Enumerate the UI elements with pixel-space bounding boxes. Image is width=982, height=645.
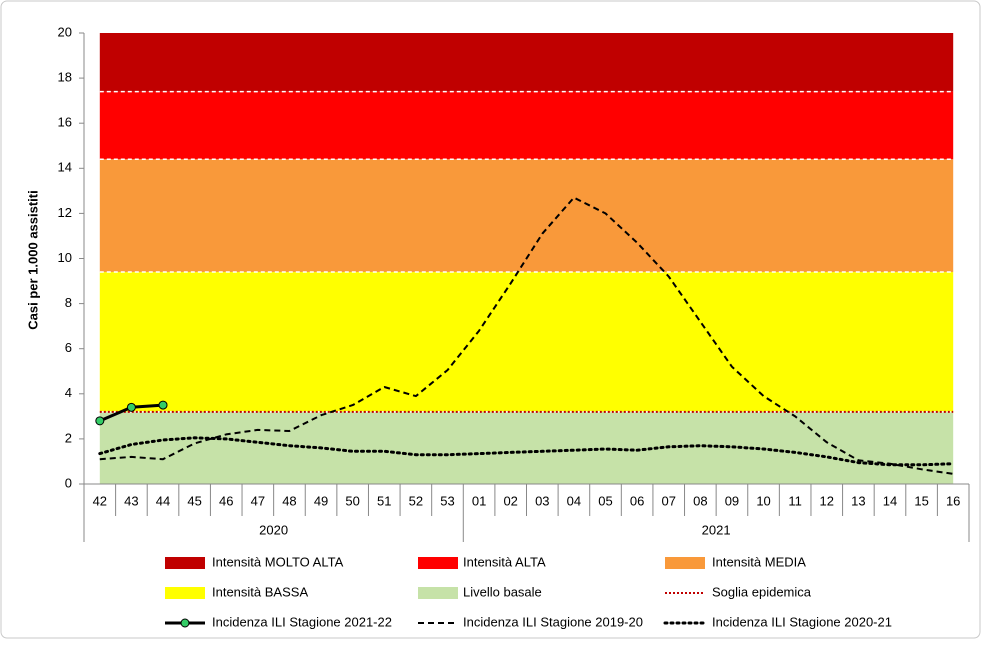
y-axis-label: Casi per 1.000 assistiti bbox=[25, 190, 40, 329]
x-tick-label: 01 bbox=[472, 493, 486, 508]
intensity-band bbox=[99, 272, 954, 412]
x-tick-label: 45 bbox=[187, 493, 201, 508]
series-marker bbox=[95, 416, 105, 426]
series-marker bbox=[158, 400, 168, 410]
legend-label: Intensità MEDIA bbox=[712, 554, 806, 569]
x-tick-label: 15 bbox=[914, 493, 928, 508]
x-tick-label: 04 bbox=[567, 493, 581, 508]
intensity-band bbox=[99, 91, 954, 160]
x-tick-label: 09 bbox=[725, 493, 739, 508]
x-group-label: 2020 bbox=[259, 522, 288, 537]
y-tick-label: 4 bbox=[65, 385, 72, 400]
legend-swatch bbox=[418, 587, 458, 599]
y-tick-label: 14 bbox=[58, 160, 72, 175]
x-tick-label: 42 bbox=[93, 493, 107, 508]
x-tick-label: 53 bbox=[440, 493, 454, 508]
legend-swatch bbox=[165, 557, 205, 569]
x-tick-label: 51 bbox=[377, 493, 391, 508]
x-tick-label: 49 bbox=[314, 493, 328, 508]
x-tick-label: 11 bbox=[788, 493, 802, 508]
x-tick-label: 47 bbox=[251, 493, 265, 508]
y-tick-label: 0 bbox=[65, 475, 72, 490]
legend-label: Incidenza ILI Stagione 2020-21 bbox=[712, 614, 892, 629]
x-tick-label: 50 bbox=[345, 493, 359, 508]
y-tick-label: 8 bbox=[65, 295, 72, 310]
legend-swatch bbox=[165, 587, 205, 599]
x-tick-label: 52 bbox=[409, 493, 423, 508]
x-tick-label: 10 bbox=[756, 493, 770, 508]
legend-label: Incidenza ILI Stagione 2021-22 bbox=[212, 614, 392, 629]
legend-marker bbox=[180, 618, 190, 628]
x-tick-label: 12 bbox=[820, 493, 834, 508]
y-tick-label: 10 bbox=[58, 250, 72, 265]
legend-label: Intensità MOLTO ALTA bbox=[212, 554, 344, 569]
series-marker bbox=[126, 402, 136, 412]
x-tick-label: 08 bbox=[693, 493, 707, 508]
x-tick-label: 06 bbox=[630, 493, 644, 508]
x-tick-label: 43 bbox=[124, 493, 138, 508]
legend-label: Soglia epidemica bbox=[712, 584, 812, 599]
x-group-label: 2021 bbox=[702, 522, 731, 537]
x-tick-label: 46 bbox=[219, 493, 233, 508]
x-tick-label: 05 bbox=[598, 493, 612, 508]
legend-label: Incidenza ILI Stagione 2019-20 bbox=[463, 614, 643, 629]
legend-label: Livello basale bbox=[463, 584, 542, 599]
y-tick-label: 2 bbox=[65, 430, 72, 445]
legend-swatch bbox=[418, 557, 458, 569]
x-tick-label: 13 bbox=[851, 493, 865, 508]
series-line bbox=[99, 196, 954, 475]
x-tick-label: 07 bbox=[661, 493, 675, 508]
y-tick-label: 6 bbox=[65, 340, 72, 355]
legend-label: Intensità ALTA bbox=[463, 554, 546, 569]
x-tick-label: 16 bbox=[946, 493, 960, 508]
y-tick-label: 12 bbox=[58, 205, 72, 220]
y-tick-label: 18 bbox=[58, 70, 72, 85]
legend-swatch bbox=[665, 557, 705, 569]
intensity-band bbox=[99, 159, 954, 273]
x-tick-label: 48 bbox=[282, 493, 296, 508]
x-tick-label: 02 bbox=[503, 493, 517, 508]
y-tick-label: 20 bbox=[58, 24, 72, 39]
intensity-band bbox=[99, 411, 954, 484]
x-tick-label: 14 bbox=[883, 493, 897, 508]
x-tick-label: 03 bbox=[535, 493, 549, 508]
series-line bbox=[98, 436, 955, 467]
y-tick-label: 16 bbox=[58, 115, 72, 130]
intensity-band bbox=[99, 33, 954, 92]
legend-label: Intensità BASSA bbox=[212, 584, 308, 599]
x-tick-label: 44 bbox=[156, 493, 170, 508]
